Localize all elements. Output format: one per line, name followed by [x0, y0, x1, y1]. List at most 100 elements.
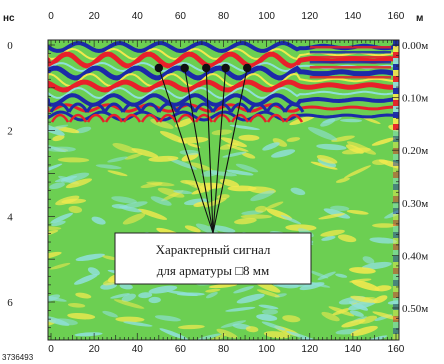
noise-patch	[107, 156, 128, 163]
stripe-cell	[393, 262, 399, 268]
callout-box	[114, 232, 312, 285]
noise-patch	[167, 157, 197, 170]
noise-patch	[50, 212, 73, 224]
bottom-axis-labels: 0 20 40 60 80 100 120 140 160	[48, 344, 405, 355]
noise-patch	[322, 117, 342, 124]
noise-patch	[373, 295, 388, 304]
stripe-cell	[393, 310, 399, 316]
right-edge-stripe	[393, 40, 399, 340]
rebar-marker	[221, 63, 230, 73]
stripe-cell	[393, 142, 399, 148]
noise-patch	[220, 137, 248, 148]
hyperbola-hint	[265, 102, 287, 113]
noise-patch	[159, 131, 188, 144]
noise-patch	[111, 196, 137, 204]
noise-patch	[227, 185, 257, 192]
bottom-tick-label: 40	[132, 344, 144, 355]
noise-patch	[187, 143, 201, 148]
stripe-cell	[393, 118, 399, 124]
surface-band-right	[309, 71, 391, 74]
reflection-band	[48, 86, 399, 100]
surface-band-right	[309, 46, 391, 49]
hyperbola-hint	[104, 113, 124, 123]
noise-patch	[349, 267, 376, 274]
bottom-tick-label: 60	[175, 344, 187, 355]
noise-patch	[250, 190, 275, 202]
noise-patch	[205, 288, 221, 293]
noise-patch	[344, 165, 372, 179]
stripe-cell	[393, 172, 399, 178]
stripe-cell	[393, 52, 399, 58]
rebar-marker	[180, 63, 189, 73]
figure-id-code: 3736493	[2, 353, 34, 362]
left-tick-label: 0	[7, 40, 13, 52]
noise-patch	[307, 126, 338, 141]
stripe-cell	[393, 46, 399, 52]
stripe-cell	[393, 304, 399, 310]
stripe-cell	[393, 148, 399, 154]
stripe-cell	[393, 280, 399, 286]
top-tick-label: 0	[48, 11, 54, 22]
hyperbola-hint	[175, 102, 197, 113]
noise-patch	[148, 155, 179, 162]
stripe-cell	[393, 178, 399, 184]
noise-patch	[372, 223, 397, 228]
noise-patch	[138, 292, 153, 299]
callout-pointer-line	[158, 67, 214, 234]
noise-patch	[148, 285, 178, 294]
noise-patch	[150, 118, 174, 129]
noise-patch	[75, 253, 105, 262]
noise-patch	[137, 208, 168, 220]
noise-patch	[290, 187, 306, 196]
callout-pointer-line	[212, 67, 248, 234]
stripe-cell	[393, 136, 399, 142]
noise-patch	[48, 251, 62, 260]
stripe-cell	[393, 70, 399, 76]
callout-pointer-line	[184, 67, 214, 234]
noise-patch	[321, 311, 340, 322]
noise-patch	[102, 255, 118, 261]
noise-patch	[361, 116, 381, 124]
noise-patch	[51, 220, 66, 227]
noise-patch	[316, 143, 347, 151]
stripe-cell	[393, 88, 399, 94]
noise-patch	[362, 256, 375, 264]
hyperbola-hint	[266, 113, 286, 123]
rebar-marker	[154, 63, 164, 73]
noise-patch	[258, 304, 279, 310]
hyperbola-hint	[103, 102, 125, 113]
reflection-band	[48, 72, 399, 88]
stripe-cell	[393, 274, 399, 280]
noise-patch	[161, 190, 184, 202]
reflection-band	[48, 79, 399, 93]
noise-patch	[341, 319, 366, 328]
noise-patch	[320, 229, 345, 237]
noise-patch	[323, 208, 351, 219]
noise-patch	[316, 155, 338, 164]
noise-patch	[261, 321, 286, 331]
stripe-cell	[393, 190, 399, 196]
bottom-tick-label: 0	[48, 344, 54, 355]
noise-patch	[121, 201, 148, 209]
noise-patch	[321, 235, 336, 241]
noise-patch	[150, 196, 172, 206]
noise-patch	[207, 333, 226, 340]
noise-patch	[331, 135, 355, 142]
noise-patch	[369, 237, 397, 244]
noise-patch	[87, 267, 100, 276]
noise-patch	[57, 157, 90, 163]
noise-patch	[68, 205, 83, 214]
rebar-markers	[154, 63, 252, 73]
noise-patch	[67, 302, 86, 308]
callout-line-2: для арматуры □8 мм	[157, 263, 270, 278]
noise-patch	[216, 328, 238, 339]
top-tick-label: 80	[218, 11, 230, 22]
noise-patch	[179, 149, 200, 156]
noise-patch	[272, 138, 288, 147]
noise-patch	[219, 178, 240, 188]
stripe-cell	[393, 76, 399, 82]
stripe-cell	[393, 112, 399, 118]
rebar-marker	[243, 63, 252, 73]
noise-patch	[159, 328, 189, 340]
